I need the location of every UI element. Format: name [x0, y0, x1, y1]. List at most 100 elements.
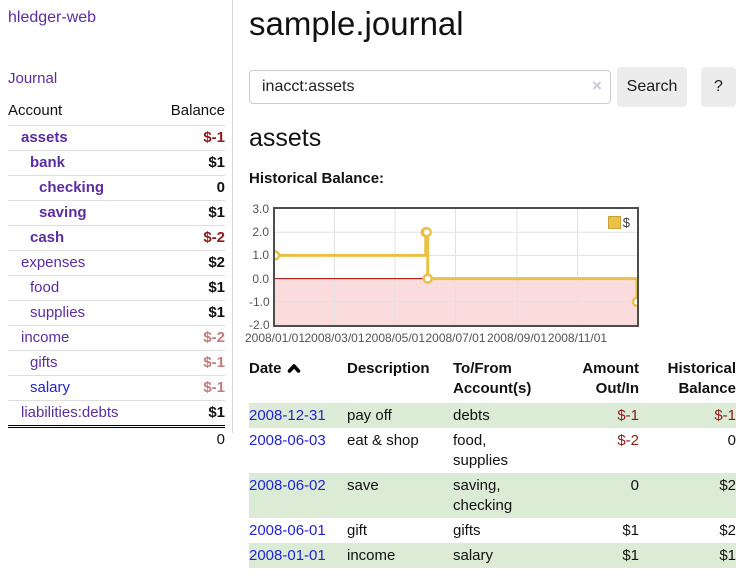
transaction-balance: $2	[639, 473, 736, 518]
chart-canvas	[275, 209, 637, 325]
sidebar-account-link[interactable]: gifts	[30, 354, 58, 371]
sidebar-account-link[interactable]: assets	[21, 129, 68, 146]
sidebar-account-link[interactable]: expenses	[21, 254, 86, 271]
sidebar-item-journal[interactable]: Journal	[8, 70, 58, 87]
historical-balance-chart: $ 3.0 2.0 1.0 0.0 -1.0 -2.0 2008/01/01 2008/03/…	[245, 199, 736, 349]
sidebar-account-link[interactable]: liabilities:debts	[21, 404, 119, 421]
account-row: saving $1	[8, 200, 225, 226]
transaction-accounts: saving, checking	[453, 473, 557, 518]
account-balance: $1	[153, 150, 225, 176]
account-balance: $1	[153, 400, 225, 427]
account-balance: $-1	[153, 375, 225, 401]
transaction-date-link[interactable]: 2008-06-03	[249, 432, 326, 449]
sidebar-account-link[interactable]: income	[21, 329, 70, 346]
sidebar-account-link[interactable]: cash	[30, 229, 65, 246]
account-balance: $-1	[153, 350, 225, 376]
y-tick-label: 0.0	[252, 271, 269, 286]
transaction-accounts: salary	[453, 543, 557, 568]
account-row: supplies $1	[8, 300, 225, 326]
account-balance: $1	[153, 300, 225, 326]
page-title: sample.journal	[249, 5, 464, 42]
register-column-balance: Historical Balance	[667, 360, 736, 397]
transaction-description: gift	[347, 522, 368, 539]
register-row: 2008-06-02 save saving, checking 0 $2	[249, 473, 736, 518]
transaction-balance: $2	[719, 522, 736, 539]
sidebar-account-link[interactable]: food	[30, 279, 60, 296]
account-balance: $-1	[153, 125, 225, 151]
accounts-total-row: 0	[8, 425, 225, 452]
caret-up-icon	[287, 360, 301, 380]
transaction-balance: $-1	[639, 403, 736, 428]
register-table: Date Description To/From Account(s) Amou…	[249, 356, 736, 568]
transaction-balance: $1	[639, 543, 736, 568]
y-tick-label: 1.0	[252, 248, 269, 263]
legend-swatch-icon	[607, 216, 621, 229]
transaction-amount: $1	[622, 522, 639, 539]
account-row: liabilities:debts $1	[8, 400, 225, 427]
search-bar: × Search ?	[249, 67, 736, 109]
balance-column-header: Balance	[170, 102, 225, 119]
chart-plot-area[interactable]: $	[273, 207, 639, 327]
transaction-accounts: food, supplies	[453, 432, 509, 469]
account-balance: $1	[153, 275, 225, 301]
transaction-date-link[interactable]: 2008-01-01	[249, 547, 326, 564]
search-button[interactable]: Search	[617, 67, 687, 107]
transaction-date-link[interactable]: 2008-06-01	[249, 522, 326, 539]
sidebar-account-link[interactable]: saving	[39, 204, 87, 221]
register-column-date[interactable]: Date	[249, 356, 347, 403]
x-tick-label: 2008/05/01	[364, 331, 426, 345]
register-column-amount: Amount Out/In	[582, 360, 639, 397]
transaction-description: income	[347, 543, 453, 568]
accounts-table-body: assets $-1 bank $1 checking 0 saving $1 cash $-2 e…	[8, 125, 225, 427]
sidebar-account-link[interactable]: supplies	[30, 304, 86, 321]
transaction-amount: $-2	[617, 432, 639, 449]
register-row: 2008-01-01 income salary $1 $1	[249, 543, 736, 568]
transaction-amount: 0	[557, 473, 639, 518]
transaction-amount: $1	[557, 543, 639, 568]
account-row: cash $-2	[8, 225, 225, 251]
account-row: bank $1	[8, 150, 225, 176]
x-tick-label: 2008/03/01	[304, 331, 365, 345]
clear-search-icon[interactable]: ×	[592, 76, 602, 95]
chart-legend: $	[605, 214, 632, 231]
accounts-total-balance: 0	[153, 425, 225, 452]
legend-label: $	[622, 215, 630, 230]
chart-heading: Historical Balance:	[249, 170, 385, 187]
register-row: 2008-12-31 pay off debts $-1 $-1	[249, 403, 736, 428]
register-row: 2008-06-03 eat & shop food, supplies $-2 0	[249, 428, 736, 473]
account-balance: $-2	[153, 225, 225, 251]
transaction-date-link[interactable]: 2008-12-31	[249, 407, 326, 424]
y-tick-label: 3.0	[252, 202, 269, 216]
transaction-description: save	[347, 473, 453, 518]
account-balance: $2	[153, 250, 225, 276]
sidebar: hledger-web Journal Account Balance asse…	[0, 0, 233, 452]
account-balance: $-2	[153, 325, 225, 351]
transaction-balance: 0	[727, 432, 736, 449]
x-tick-label: 2008/07/01	[425, 331, 486, 345]
help-button[interactable]: ?	[701, 67, 736, 107]
register-column-description: Description	[347, 360, 430, 377]
account-row: gifts $-1	[8, 350, 225, 376]
transaction-description: eat & shop	[347, 432, 419, 449]
sidebar-account-link[interactable]: bank	[30, 154, 66, 171]
sidebar-account-link[interactable]: salary	[30, 379, 71, 396]
account-row: expenses $2	[8, 250, 225, 276]
sidebar-account-link[interactable]: checking	[39, 179, 105, 196]
register-column-accounts: To/From Account(s)	[453, 360, 532, 397]
accounts-balance-table: Account Balance assets $-1 bank $1 checking 0…	[8, 98, 225, 452]
main-content: sample.journal × Search ? assets Histori…	[245, 0, 736, 582]
x-tick-label: 2008/11/01	[547, 331, 608, 345]
account-row: food $1	[8, 275, 225, 301]
search-input[interactable]	[249, 70, 611, 104]
transaction-description: pay off	[347, 403, 453, 428]
app-brand-link[interactable]: hledger-web	[8, 9, 97, 26]
accounts-column-header: Account	[8, 102, 63, 119]
transaction-accounts: debts	[453, 403, 557, 428]
register-row: 2008-06-01 gift gifts $1 $2	[249, 518, 736, 543]
account-balance: $1	[153, 200, 225, 226]
y-tick-label: -1.0	[249, 294, 270, 309]
transaction-date-link[interactable]: 2008-06-02	[249, 477, 326, 494]
transaction-amount: $-1	[557, 403, 639, 428]
y-tick-label: -2.0	[249, 318, 270, 332]
account-row: assets $-1	[8, 125, 225, 151]
